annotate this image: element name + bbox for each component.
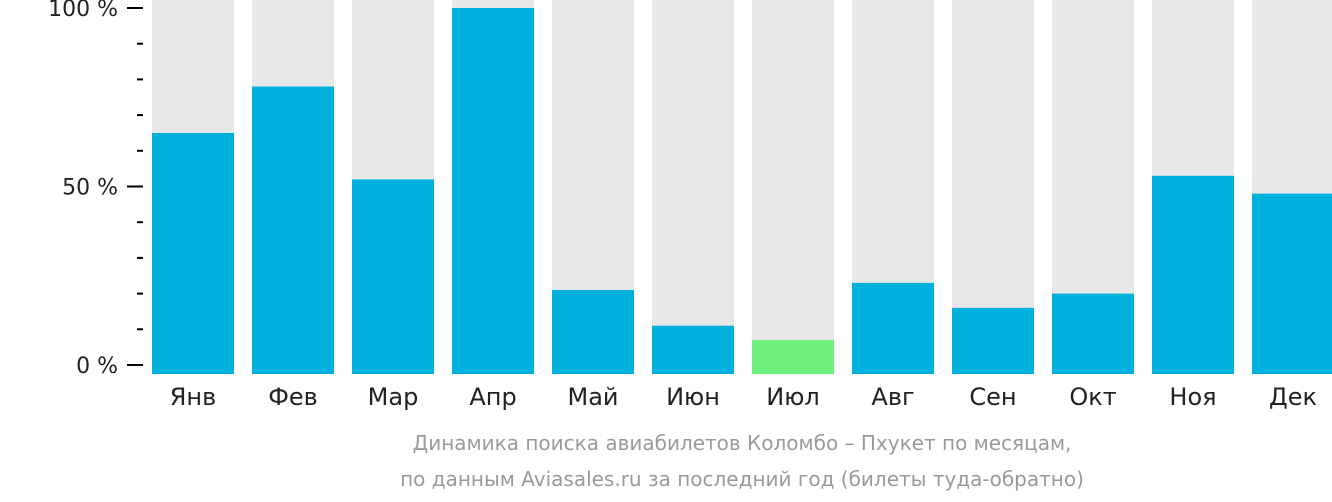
y-tick-label: 50 % (62, 176, 118, 201)
x-tick-label: Авг (871, 383, 914, 411)
bar (952, 307, 1034, 374)
x-tick-label: Апр (469, 383, 516, 411)
x-tick-label: Сен (969, 383, 1016, 411)
y-tick-label: 100 % (48, 0, 118, 22)
x-tick-label: Июн (666, 383, 720, 411)
bar (452, 8, 534, 374)
bar (752, 340, 834, 374)
x-tick-label: Дек (1269, 383, 1317, 411)
x-tick-label: Янв (170, 383, 217, 411)
y-tick-label: 0 % (76, 354, 118, 379)
bar (652, 325, 734, 374)
chart-title: Динамика поиска авиабилетов Коломбо – Пх… (412, 431, 1072, 455)
x-tick-label: Окт (1069, 383, 1116, 411)
chart-subtitle: по данным Aviasales.ru за последний год … (400, 467, 1084, 491)
bar-chart: Янв Фев Мар Апр Май Июн Июл Авг Сен Окт Ноя Дек 0 % 5… (48, 0, 1332, 411)
x-tick-label: Мар (368, 383, 419, 411)
bar (352, 179, 434, 374)
x-tick-label: Ноя (1169, 383, 1216, 411)
bar (252, 86, 334, 374)
bar (152, 132, 234, 374)
bar (852, 282, 934, 374)
x-tick-label: Фев (268, 383, 318, 411)
bar-background (652, 0, 734, 374)
bar (1152, 175, 1234, 374)
bar (1252, 193, 1332, 374)
bar (552, 290, 634, 374)
x-tick-label: Май (567, 383, 618, 411)
bar-background (752, 0, 834, 374)
x-tick-label: Июл (766, 383, 820, 411)
bar (1052, 293, 1134, 374)
